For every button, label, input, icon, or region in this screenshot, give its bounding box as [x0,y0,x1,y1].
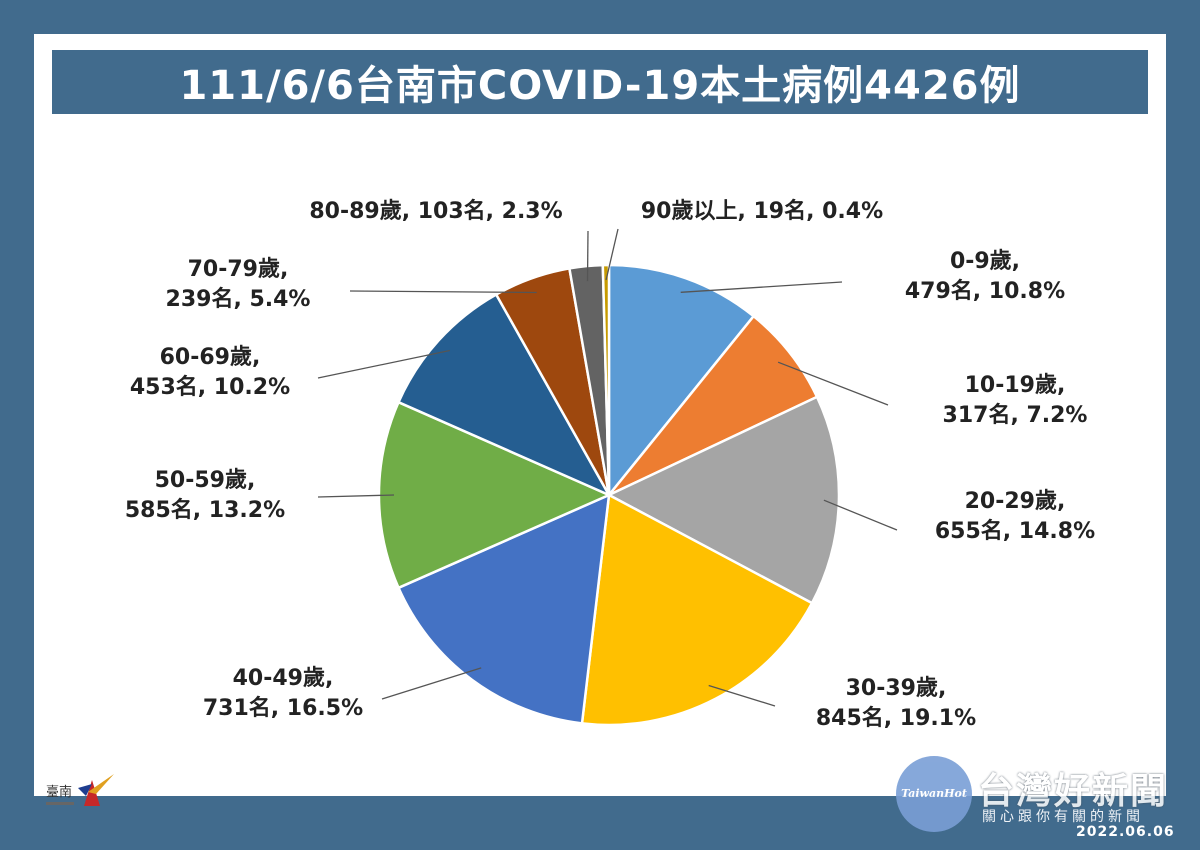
watermark-date: 2022.06.06 [1076,824,1175,840]
watermark-subtitle: 關心跟你有關的新聞 [982,809,1144,825]
chart-title: 111/6/6台南市COVID-19本土病例4426例 [179,63,1021,109]
leader-line-40-49歲 [381,667,482,700]
slice-label-80-89歲: 80-89歲, 103名, 2.3% [309,198,562,224]
slice-label-30-39歲: 30-39歲, [846,676,947,701]
slice-value-label-60-69歲: 453名, 10.2% [130,374,290,400]
pie-slice-30-39歲 [580,493,814,727]
leader-line-70-79歲 [349,290,537,294]
pie-slices [377,263,841,727]
watermark-logo: TaiwanHot [896,756,972,832]
slice-label-90歲以上: 90歲以上, 19名, 0.4% [641,198,883,224]
slice-value-label-50-59歲: 585名, 13.2% [125,497,285,523]
leader-line-10-19歲 [777,361,889,406]
leader-line-0-9歲 [680,281,843,293]
slice-value-label-30-39歲: 845名, 19.1% [816,705,976,731]
slice-label-10-19歲: 10-19歲, [965,373,1066,398]
leader-line-50-59歲 [317,494,395,498]
svg-text:臺南: 臺南 [46,784,72,800]
slice-label-40-49歲: 40-49歲, [233,666,334,691]
slice-value-label-10-19歲: 317名, 7.2% [943,402,1088,428]
leader-line-30-39歲 [708,684,776,707]
pie-slice-60-69歲 [396,292,612,498]
slice-value-label-0-9歲: 479名, 10.8% [905,278,1065,304]
slice-labels: 0-9歲, 479名, 10.8% 10-19歲, 317名, 7.2% 20-29歲,… [125,198,1095,731]
pie-slice-0-9歲 [607,263,756,499]
pie-slice-10-19歲 [608,314,819,497]
slice-label-0-9歲: 0-9歲, [950,249,1020,274]
title-bar: 111/6/6台南市COVID-19本土病例4426例 [52,50,1148,114]
tainan-logo-icon: 臺南 [46,774,114,806]
slice-label-20-29歲: 20-29歲, [965,489,1066,514]
watermark-title: 台灣好新聞 [978,770,1169,812]
leader-line-80-89歲 [586,230,589,282]
tainan-logo: 臺南 [44,766,118,812]
pie-slice-20-29歲 [606,395,841,605]
slice-value-label-40-49歲: 731名, 16.5% [203,695,363,721]
pie-slice-40-49歲 [396,492,611,725]
leader-line-90歲以上 [605,228,619,281]
slice-label-60-69歲: 60-69歲, [160,345,261,370]
leader-lines [317,228,898,707]
slice-value-label-70-79歲: 239名, 5.4% [166,286,311,312]
watermark-logo-text: TaiwanHot [901,787,967,800]
leader-line-20-29歲 [823,499,898,531]
slice-label-50-59歲: 50-59歲, [155,468,256,493]
leader-line-60-69歲 [317,349,450,379]
slice-value-label-20-29歲: 655名, 14.8% [935,518,1095,544]
slice-label-70-79歲: 70-79歲, [188,257,289,282]
